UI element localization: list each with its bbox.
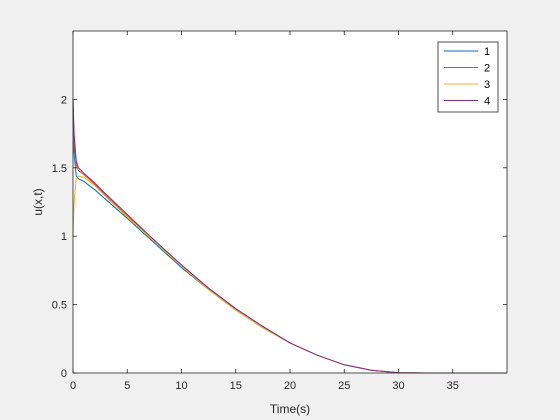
y-tick-label-2: 1 [61, 231, 67, 243]
x-tick-label-4: 20 [284, 380, 296, 392]
legend-label-2: 2 [484, 63, 490, 75]
y-tick-label-0: 0 [61, 368, 67, 380]
x-tick-label-6: 30 [392, 380, 404, 392]
x-tick-label-0: 0 [70, 380, 76, 392]
axes-background [73, 31, 507, 373]
x-axis-label: Time(s) [270, 402, 310, 416]
x-tick-label-2: 10 [175, 380, 187, 392]
y-tick-label-4: 2 [61, 94, 67, 106]
x-tick-label-1: 5 [124, 380, 130, 392]
legend-label-3: 3 [484, 79, 490, 91]
y-axis-label: u(x,t) [31, 188, 45, 215]
y-tick-label-3: 1.5 [52, 163, 67, 175]
ticks-layer: 0 5 10 15 20 25 30 35 0 0.5 1 1.5 2 [52, 31, 507, 392]
x-tick-label-7: 35 [447, 380, 459, 392]
legend-label-4: 4 [484, 96, 490, 108]
legend: 1 2 3 4 [437, 41, 499, 113]
x-tick-label-3: 15 [230, 380, 242, 392]
legend-label-1: 1 [484, 46, 490, 58]
y-tick-label-1: 0.5 [52, 300, 67, 312]
x-tick-label-5: 25 [338, 380, 350, 392]
